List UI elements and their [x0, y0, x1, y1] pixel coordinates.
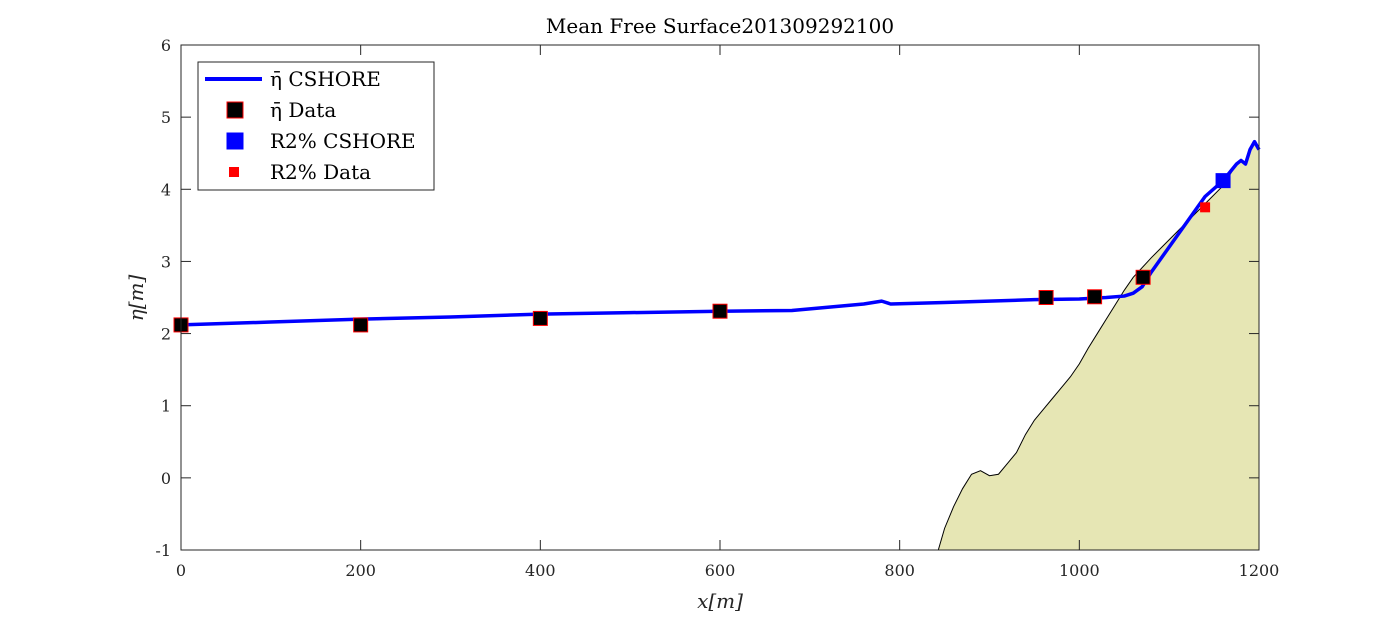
legend: η̄ CSHORE η̄ Data R2% CSHORE R2% Data	[197, 61, 435, 191]
data-point-r2-cshore	[1215, 173, 1231, 189]
x-tick-label: 0	[176, 561, 186, 580]
legend-item: R2% Data	[229, 160, 371, 184]
bathymetry-fill	[938, 141, 1259, 550]
y-tick-label: 0	[161, 469, 171, 488]
legend-item: R2% CSHORE	[226, 129, 416, 153]
x-axis-label: x[m]	[697, 589, 743, 613]
data-point-eta	[1135, 269, 1151, 285]
data-point-eta	[1038, 290, 1054, 305]
x-tick-label: 1000	[1059, 561, 1100, 580]
data-point-eta	[712, 303, 728, 319]
y-tick-label: 2	[161, 325, 171, 344]
data-point-r2-data	[1200, 202, 1211, 213]
legend-swatch-square	[226, 132, 244, 150]
x-tick-label: 200	[345, 561, 376, 580]
legend-item: η̄ CSHORE	[205, 67, 381, 91]
data-point-eta	[1087, 289, 1103, 305]
y-tick-label: 3	[161, 252, 171, 271]
data-point-eta	[353, 317, 369, 333]
y-axis-label: η[m]	[124, 275, 148, 322]
legend-label: R2% CSHORE	[270, 129, 416, 153]
legend-item: η̄ Data	[226, 98, 336, 122]
x-tick-label: 400	[525, 561, 556, 580]
y-tick-label: -1	[155, 541, 171, 560]
legend-swatch-square	[226, 101, 244, 119]
x-axis: 0 200 400 600 800 1000 1200	[176, 45, 1279, 580]
chart-title: Mean Free Surface201309292100	[546, 14, 894, 38]
y-axis: -1 0 1 2 3 4 5 6	[155, 36, 1259, 560]
y-tick-label: 1	[161, 397, 171, 416]
x-tick-label: 800	[884, 561, 915, 580]
series-line-eta-cshore	[180, 139, 1261, 327]
legend-swatch-small-square	[229, 167, 239, 177]
x-tick-label: 1200	[1239, 561, 1280, 580]
y-tick-label: 5	[161, 108, 171, 127]
legend-label: η̄ CSHORE	[270, 67, 381, 91]
legend-label: η̄ Data	[270, 98, 336, 122]
x-tick-label: 600	[705, 561, 736, 580]
legend-label: R2% Data	[270, 160, 371, 184]
series-layer	[173, 139, 1261, 333]
y-tick-label: 6	[161, 36, 171, 55]
y-tick-label: 4	[161, 180, 171, 199]
data-point-eta	[532, 310, 548, 326]
